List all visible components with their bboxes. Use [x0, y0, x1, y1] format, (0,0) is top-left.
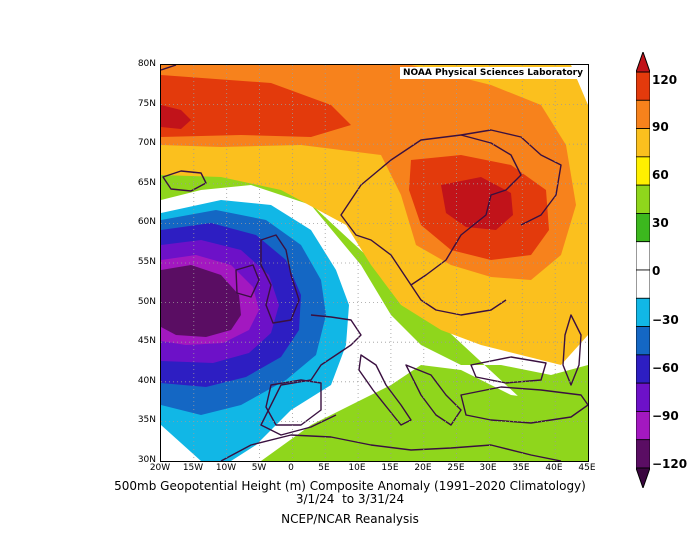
colorbar-cell	[636, 184, 650, 214]
lon-label-20e: 20E	[414, 463, 432, 473]
colorbar-label-90: 90	[652, 120, 669, 134]
lon-label-10e: 10E	[348, 463, 366, 473]
colorbar-cell	[636, 439, 650, 469]
lon-label-35e: 35E	[512, 463, 530, 473]
colorbar	[636, 52, 650, 488]
colorbar-label-neg120: −120	[652, 457, 688, 471]
lat-label-40n: 40N	[137, 376, 156, 386]
colorbar-cell	[636, 326, 650, 356]
lat-label-80n: 80N	[137, 59, 156, 69]
lon-label-15e: 15E	[381, 463, 399, 473]
data-source: NCEP/NCAR Reanalysis	[281, 512, 419, 526]
colorbar-label-neg30: −30	[652, 313, 679, 327]
lat-label-55n: 55N	[137, 257, 156, 267]
lat-label-75n: 75N	[137, 99, 156, 109]
lon-label-10w: 10W	[215, 463, 237, 473]
colorbar-cells	[636, 71, 650, 469]
colorbar-cell	[636, 241, 650, 271]
colorbar-top-arrow	[636, 52, 650, 73]
colorbar-bottom-arrow	[636, 467, 650, 488]
credit-label: NOAA Physical Sciences Laboratory	[399, 67, 586, 79]
lon-label-5e: 5E	[318, 463, 330, 473]
lon-label-25e: 25E	[447, 463, 465, 473]
figure-title: 500mb Geopotential Height (m) Composite …	[114, 479, 586, 493]
lat-label-50n: 50N	[137, 297, 156, 307]
anomaly-map	[161, 65, 588, 461]
colorbar-cell	[636, 269, 650, 299]
colorbar-label-neg90: −90	[652, 409, 679, 423]
colorbar-cell	[636, 156, 650, 186]
lon-label-45e: 45E	[578, 463, 596, 473]
date-range: 3/1/24 to 3/31/24	[295, 492, 405, 506]
colorbar-cell	[636, 213, 650, 243]
colorbar-cell	[636, 128, 650, 158]
lon-label-20w: 20W	[149, 463, 171, 473]
lon-label-15w: 15W	[182, 463, 204, 473]
colorbar-label-120: 120	[652, 73, 678, 87]
coastlines	[161, 65, 588, 461]
colorbar-cell	[636, 411, 650, 441]
lat-label-35n: 35N	[137, 415, 156, 425]
anomaly-band-150	[161, 105, 513, 230]
lat-label-30n: 30N	[137, 455, 156, 465]
colorbar-cell	[636, 297, 650, 327]
colorbar-label-0: 0	[652, 264, 661, 278]
colorbar-cell	[636, 354, 650, 384]
lat-label-45n: 45N	[137, 336, 156, 346]
lat-label-60n: 60N	[137, 217, 156, 227]
colorbar-label-30: 30	[652, 216, 669, 230]
colorbar-label-neg60: −60	[652, 361, 679, 375]
lat-label-65n: 65N	[137, 178, 156, 188]
colorbar-label-60: 60	[652, 168, 669, 182]
lat-label-70n: 70N	[137, 138, 156, 148]
anomaly-band-neg180	[161, 265, 241, 337]
colorbar-cell	[636, 382, 650, 412]
colorbar-cell	[636, 99, 650, 129]
lon-label-40e: 40E	[545, 463, 563, 473]
colorbar-cell	[636, 71, 650, 101]
lon-label-30e: 30E	[479, 463, 497, 473]
map-panel: NOAA Physical Sciences Laboratory	[160, 64, 589, 462]
lon-label-0: 0	[288, 463, 294, 473]
lon-label-5w: 5W	[251, 463, 267, 473]
